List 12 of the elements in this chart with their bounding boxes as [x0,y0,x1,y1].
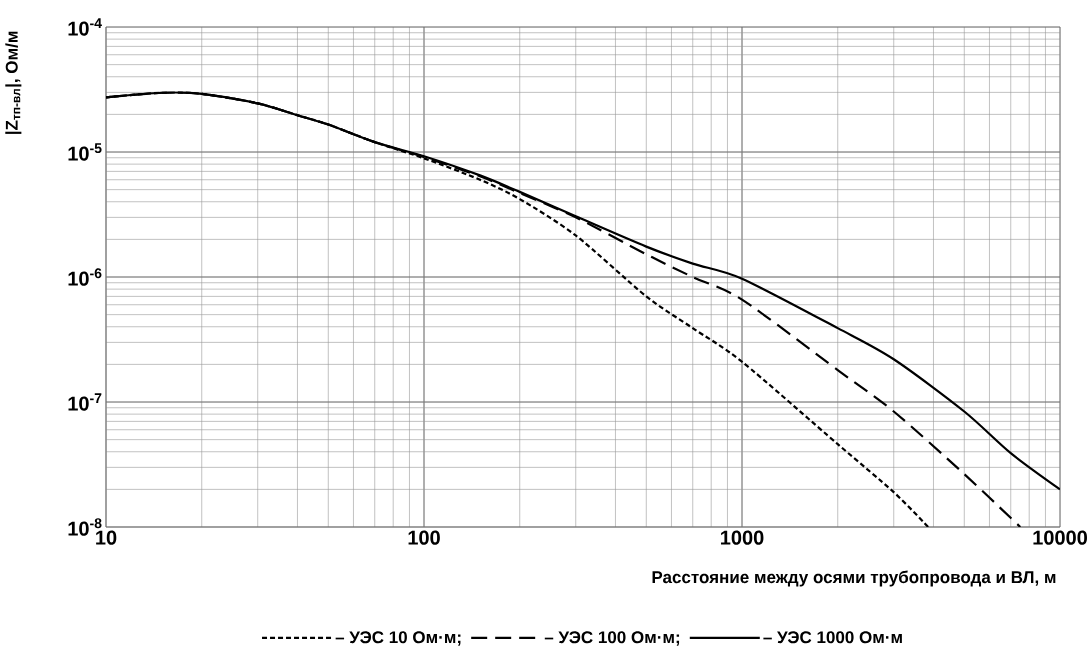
x-tick-label: 100 [408,530,440,545]
legend-label: – УЭС 1000 Ом·м [763,631,902,644]
x-tick-label: 1000 [721,530,764,545]
legend-label: – УЭС 10 Ом·м; [335,631,461,646]
y-axis-title: |Z$_{тп-вл}$|, Ом/м [5,31,22,134]
y-tick-label: 10$^{-4}$ [68,18,102,36]
x-axis-title: Расстояние между осями трубопровода и ВЛ, м [652,570,1056,587]
y-tick-label: 10$^{-6}$ [68,268,102,286]
y-tick-label: 10$^{-7}$ [68,393,102,411]
legend-label: – УЭС 100 Ом·м; [544,631,680,646]
x-tick-label: 10000 [1033,530,1087,545]
y-tick-label: 10$^{-5}$ [68,143,102,161]
